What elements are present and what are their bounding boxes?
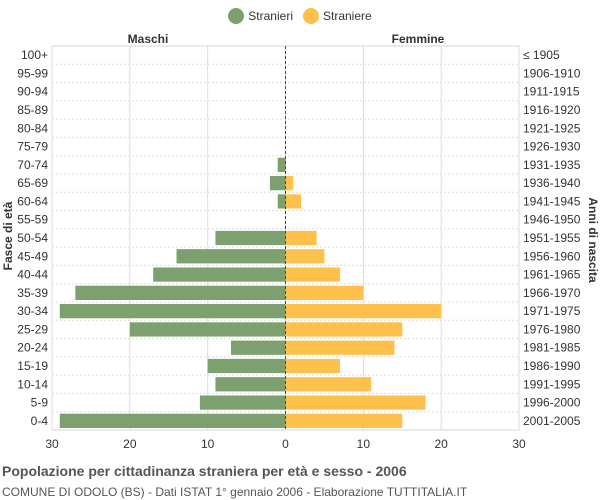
age-class-label: 55-59 (17, 213, 48, 227)
age-class-label: 70-74 (17, 158, 48, 172)
age-class-label: 75-79 (17, 140, 48, 154)
legend-swatch-straniere (302, 8, 319, 24)
birth-year-label: 1931-1935 (523, 158, 581, 172)
birth-year-label: 1926-1930 (523, 140, 581, 154)
birth-year-label: 1986-1990 (523, 359, 581, 373)
age-class-label: 60-64 (17, 194, 48, 208)
x-tick-label: 20 (123, 437, 137, 451)
bar-male-60-64 (277, 194, 286, 209)
bar-female-20-24 (285, 340, 395, 355)
bars (59, 46, 442, 430)
bar-female-10-14 (285, 377, 372, 392)
y-axis-label-left: Fasce di età (1, 201, 15, 270)
age-class-label: 15-19 (17, 359, 48, 373)
bar-female-35-39 (285, 285, 364, 300)
age-class-label: 10-14 (17, 377, 48, 391)
legend-swatch-stranieri (228, 8, 245, 24)
legend-label-straniere: Straniere (322, 9, 372, 23)
age-class-label: 35-39 (17, 286, 48, 300)
birth-year-label: 1916-1920 (523, 103, 581, 117)
bar-male-45-49 (176, 249, 286, 264)
bar-male-65-69 (269, 176, 286, 191)
legend-item-straniere[interactable]: Straniere (302, 8, 372, 24)
bar-female-65-69 (285, 176, 294, 191)
age-class-label: 25-29 (17, 322, 48, 336)
bar-female-40-44 (285, 267, 340, 282)
x-tick-label: 30 (45, 437, 59, 451)
birth-year-label: ≤ 1905 (523, 48, 560, 62)
chart-title: Popolazione per cittadinanza straniera p… (2, 463, 407, 479)
birth-year-label: 1956-1960 (523, 249, 581, 263)
x-tick-label: 20 (434, 437, 448, 451)
right-header: Femmine (392, 32, 445, 46)
bar-male-35-39 (75, 285, 286, 300)
legend: Stranieri Straniere (0, 6, 600, 26)
birth-year-label: 1936-1940 (523, 176, 581, 190)
x-tick-label: 10 (201, 437, 215, 451)
bar-male-50-54 (215, 230, 286, 246)
age-class-label: 30-34 (17, 304, 48, 318)
x-tick-label: 10 (357, 437, 371, 451)
bar-female-60-64 (285, 194, 302, 209)
axis-labels: Maschi Femmine Fasce di età Anni di nasc… (1, 32, 600, 451)
birth-year-label: 1906-1910 (523, 66, 581, 80)
chart-subtitle: COMUNE DI ODOLO (BS) - Dati ISTAT 1° gen… (2, 485, 468, 499)
bar-male-20-24 (231, 340, 286, 355)
birth-year-label: 1966-1970 (523, 286, 581, 300)
x-tick-label: 30 (512, 437, 526, 451)
birth-year-label: 1976-1980 (523, 322, 581, 336)
legend-label-stranieri: Stranieri (248, 9, 293, 23)
age-class-label: 80-84 (17, 121, 48, 135)
age-class-label: 0-4 (31, 414, 49, 428)
birth-year-label: 1961-1965 (523, 268, 581, 282)
bar-male-40-44 (153, 267, 286, 282)
age-class-label: 100+ (21, 48, 48, 62)
birth-year-label: 1941-1945 (523, 194, 581, 208)
bar-female-30-34 (285, 304, 442, 319)
birth-year-label: 1971-1975 (523, 304, 581, 318)
age-class-label: 90-94 (17, 85, 48, 99)
birth-year-label: 1981-1985 (523, 341, 581, 355)
birth-year-label: 1996-2000 (523, 396, 581, 410)
birth-year-label: 1921-1925 (523, 121, 581, 135)
legend-item-stranieri[interactable]: Stranieri (228, 8, 293, 24)
bar-female-15-19 (285, 358, 340, 374)
birth-year-label: 2001-2005 (523, 414, 581, 428)
y-axis-label-right: Anni di nascita (586, 197, 600, 283)
bar-female-45-49 (285, 249, 325, 264)
age-class-label: 20-24 (17, 341, 48, 355)
bar-female-0-4 (285, 413, 403, 428)
age-class-label: 95-99 (17, 66, 48, 80)
bar-female-50-54 (285, 230, 317, 246)
bar-female-5-9 (285, 395, 426, 410)
birth-year-label: 1946-1950 (523, 213, 581, 227)
bar-male-0-4 (59, 413, 286, 428)
bar-male-15-19 (207, 358, 286, 374)
age-class-label: 45-49 (17, 249, 48, 263)
age-class-label: 5-9 (31, 396, 49, 410)
age-class-label: 65-69 (17, 176, 48, 190)
age-class-label: 50-54 (17, 231, 48, 245)
bar-male-25-29 (129, 322, 286, 337)
bar-male-5-9 (199, 395, 286, 410)
bar-male-30-34 (59, 304, 286, 319)
age-class-label: 85-89 (17, 103, 48, 117)
birth-year-label: 1911-1915 (523, 85, 580, 99)
age-class-label: 40-44 (17, 268, 48, 282)
left-header: Maschi (128, 32, 169, 46)
birth-year-label: 1951-1955 (523, 231, 581, 245)
bar-male-70-74 (277, 157, 286, 172)
x-tick-label: 0 (282, 437, 289, 451)
birth-year-label: 1991-1995 (523, 377, 581, 391)
bar-female-25-29 (285, 322, 403, 337)
bar-male-10-14 (215, 377, 286, 392)
